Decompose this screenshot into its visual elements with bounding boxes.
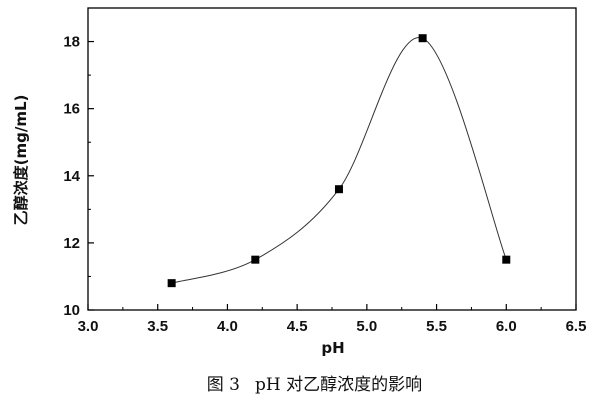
figure-caption-text: pH 对乙醇浓度的影响 [255, 375, 422, 395]
y-tick-label: 10 [63, 302, 80, 319]
x-tick-label: 6.5 [566, 318, 587, 335]
x-tick-label: 4.0 [217, 318, 238, 335]
y-tick-label: 18 [63, 34, 80, 51]
x-tick-label: 5.0 [356, 318, 377, 335]
x-axis-title: pH [321, 339, 344, 357]
y-tick-label: 12 [63, 235, 80, 252]
x-tick-label: 5.5 [426, 318, 447, 335]
series-line [171, 37, 507, 284]
plot-area: 3.0 3.5 4.0 4.5 5.0 5.5 6.0 6.5 10 12 14 16 18 [63, 7, 587, 335]
plot-frame [87, 7, 577, 311]
x-tick-label: 3.5 [147, 318, 168, 335]
x-tick-label: 6.0 [496, 318, 517, 335]
y-axis-title: 乙醇浓度(mg/mL) [12, 95, 30, 226]
figure-caption-label: 图 3 [207, 375, 240, 395]
data-point [167, 279, 176, 288]
x-tick-label: 4.5 [287, 318, 308, 335]
y-tick-label: 14 [63, 168, 80, 185]
x-tick-label: 3.0 [78, 318, 99, 335]
data-point [418, 34, 427, 43]
y-tick-label: 16 [63, 101, 80, 118]
data-point [502, 255, 511, 264]
data-point [251, 255, 260, 264]
data-point [334, 185, 343, 194]
